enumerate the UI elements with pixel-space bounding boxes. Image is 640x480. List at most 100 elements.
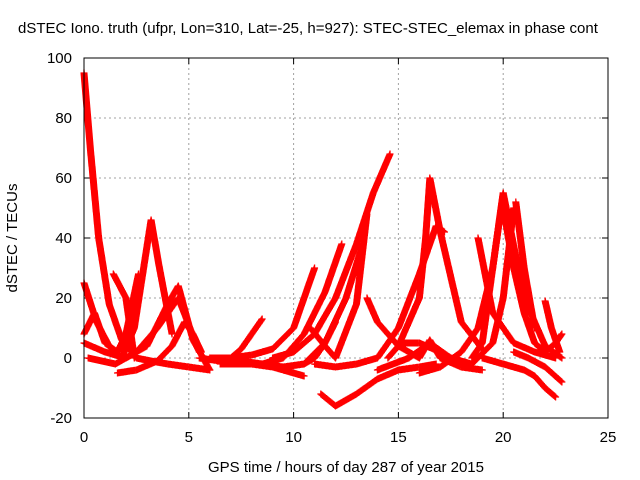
- data-point-segment: [353, 376, 380, 398]
- y-tick-label: 20: [55, 290, 72, 307]
- series-6: [114, 318, 205, 377]
- series-9: [206, 264, 319, 362]
- data-point-segment: [311, 360, 338, 371]
- data-point-segment: [109, 270, 129, 301]
- data-point-segment: [332, 360, 359, 371]
- data-point-segment: [426, 174, 444, 235]
- series-29: [394, 339, 465, 368]
- data-point-segment: [394, 271, 423, 332]
- data-point-segment: [164, 360, 192, 371]
- data-point-segment: [237, 331, 255, 353]
- plot-frame: [83, 57, 609, 419]
- data-point-segment: [95, 234, 113, 307]
- series-17: [306, 210, 371, 362]
- data-point-segment: [321, 241, 345, 296]
- series-7: [109, 270, 138, 362]
- data-point-segment: [499, 360, 527, 374]
- data-point: [386, 150, 394, 158]
- data-point-segment: [332, 301, 360, 362]
- data-point-segment: [415, 363, 443, 377]
- data-point-segment: [189, 330, 205, 355]
- data-point-segment: [227, 346, 244, 362]
- data-point-segment: [290, 265, 318, 332]
- data-point-segment: [520, 309, 538, 346]
- data-point-segment: [153, 295, 182, 332]
- data-point-segment: [132, 325, 161, 356]
- chart-title: dSTEC Iono. truth (ufpr, Lon=310, Lat=-2…: [18, 20, 599, 37]
- series-10: [227, 315, 266, 362]
- x-tick-label: 5: [185, 429, 193, 446]
- y-tick-label: -20: [50, 410, 72, 427]
- data-point: [558, 354, 566, 362]
- data-point-segment: [415, 339, 443, 356]
- data-point-segment: [373, 354, 412, 374]
- data-point: [558, 330, 566, 338]
- data-point-segment: [369, 151, 394, 197]
- x-tick-label: 20: [495, 429, 512, 446]
- data-point-segment: [332, 391, 359, 410]
- data-point: [258, 315, 266, 323]
- data-point-segment: [147, 216, 163, 271]
- data-point: [130, 354, 138, 362]
- x-axis-label: GPS time / hours of day 287 of year 2015: [208, 459, 484, 476]
- data-point-segment: [153, 343, 175, 365]
- x-tick-label: 0: [80, 429, 88, 446]
- data-point-segment: [541, 363, 565, 385]
- data-point-segment: [541, 384, 559, 400]
- data-point-segment: [130, 271, 146, 332]
- data-point-segment: [510, 348, 531, 362]
- y-axis-label: dSTEC / TECUs: [4, 184, 21, 293]
- y-tick-label: 100: [47, 50, 72, 67]
- x-tick-label: 15: [390, 429, 407, 446]
- data-point: [363, 210, 371, 218]
- data-point-segment: [300, 355, 318, 368]
- data-point-segment: [80, 69, 94, 151]
- data-point-segment: [468, 340, 496, 368]
- series-26: [510, 348, 566, 386]
- data-point: [552, 393, 560, 401]
- data-point-segment: [436, 228, 465, 325]
- series-3: [80, 270, 142, 356]
- data-point: [457, 360, 465, 368]
- data-point-segment: [499, 204, 517, 271]
- data-point-segment: [132, 357, 160, 374]
- data-point-segment: [248, 345, 275, 359]
- axis-ticks: 0 5 10 15 20 25 -20 0 20 40 60 80 100: [47, 50, 616, 446]
- data-point-segment: [181, 318, 196, 337]
- data-point: [531, 324, 539, 332]
- data-point-segment: [547, 324, 563, 355]
- data-point-segment: [86, 144, 103, 241]
- data-point: [332, 318, 340, 326]
- data-point-segment: [105, 300, 125, 343]
- data-point: [552, 354, 560, 362]
- data-point-segment: [478, 354, 506, 368]
- series-23: [474, 234, 560, 362]
- y-tick-label: 60: [55, 170, 72, 187]
- data-point: [558, 378, 566, 386]
- data-point-segment: [474, 234, 496, 316]
- data-point-segment: [353, 211, 371, 308]
- series-28: [512, 198, 539, 332]
- data-point: [168, 330, 176, 338]
- data-point-segment: [363, 294, 381, 325]
- data-point-segment: [114, 366, 139, 377]
- data-point-segment: [520, 264, 538, 331]
- y-tick-label: 40: [55, 230, 72, 247]
- data-point: [556, 348, 564, 356]
- data-point: [300, 372, 308, 380]
- data-point-segment: [332, 241, 360, 302]
- data-point: [206, 366, 214, 374]
- data-point-segment: [510, 264, 528, 316]
- data-point-segment: [489, 309, 517, 346]
- data-point-segment: [512, 198, 528, 271]
- data-point-segment: [510, 339, 538, 356]
- data-marks: [80, 69, 566, 410]
- data-point-segment: [84, 354, 118, 368]
- data-point-segment: [541, 297, 555, 331]
- data-point-segment: [269, 348, 296, 362]
- data-point: [478, 366, 486, 374]
- series-25: [478, 354, 560, 401]
- data-point-segment: [269, 325, 297, 353]
- data-point-segment: [436, 348, 464, 367]
